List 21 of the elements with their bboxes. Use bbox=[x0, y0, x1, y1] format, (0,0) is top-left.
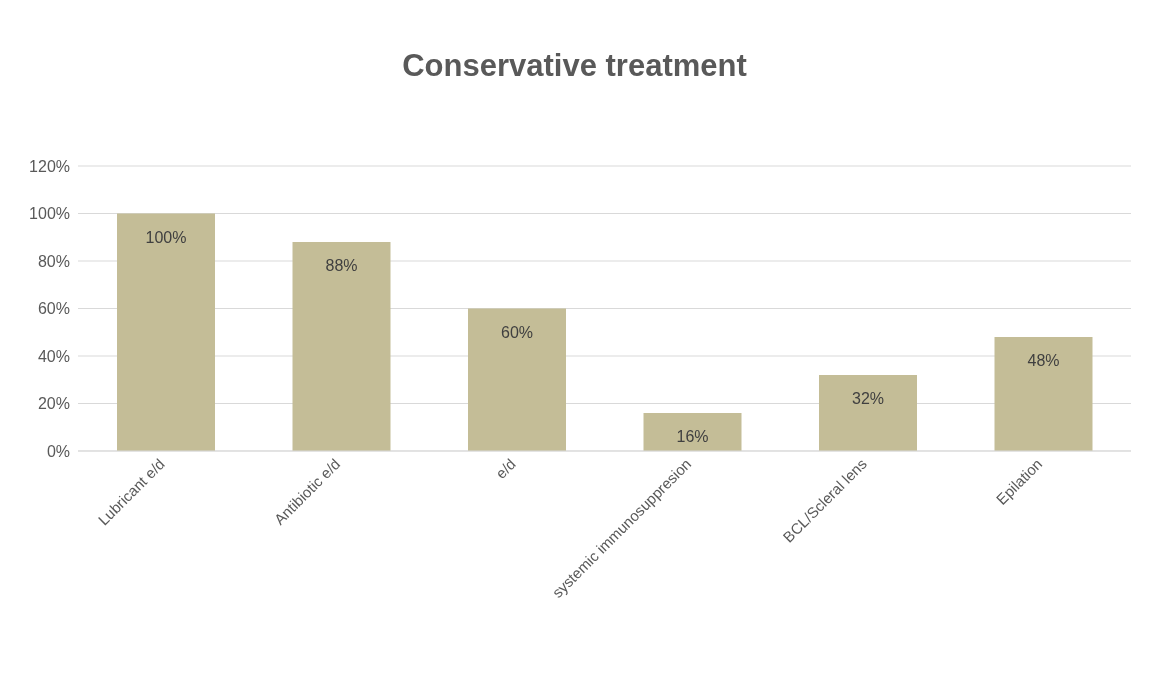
y-tick-label: 100% bbox=[29, 205, 70, 223]
y-tick-label: 40% bbox=[37, 347, 70, 365]
data-label: 100% bbox=[145, 228, 187, 246]
data-label: 48% bbox=[1027, 352, 1060, 370]
x-tick-label: e/d bbox=[492, 455, 519, 482]
bar bbox=[994, 337, 1093, 451]
data-label: 16% bbox=[676, 428, 709, 446]
bar bbox=[292, 242, 391, 451]
y-tick-label: 80% bbox=[37, 252, 70, 270]
bar bbox=[468, 308, 566, 451]
chart-title: Conservative treatment bbox=[401, 48, 748, 84]
y-tick-label: 20% bbox=[37, 395, 70, 413]
data-label: 32% bbox=[851, 390, 885, 408]
data-label: 88% bbox=[325, 257, 358, 275]
data-label: 60% bbox=[500, 323, 534, 341]
bar bbox=[643, 413, 742, 451]
y-tick-label: 0% bbox=[46, 442, 70, 460]
y-tick-label: 60% bbox=[37, 300, 70, 318]
bar bbox=[117, 213, 215, 451]
y-tick-label: 120% bbox=[29, 157, 70, 175]
bar bbox=[819, 375, 917, 451]
